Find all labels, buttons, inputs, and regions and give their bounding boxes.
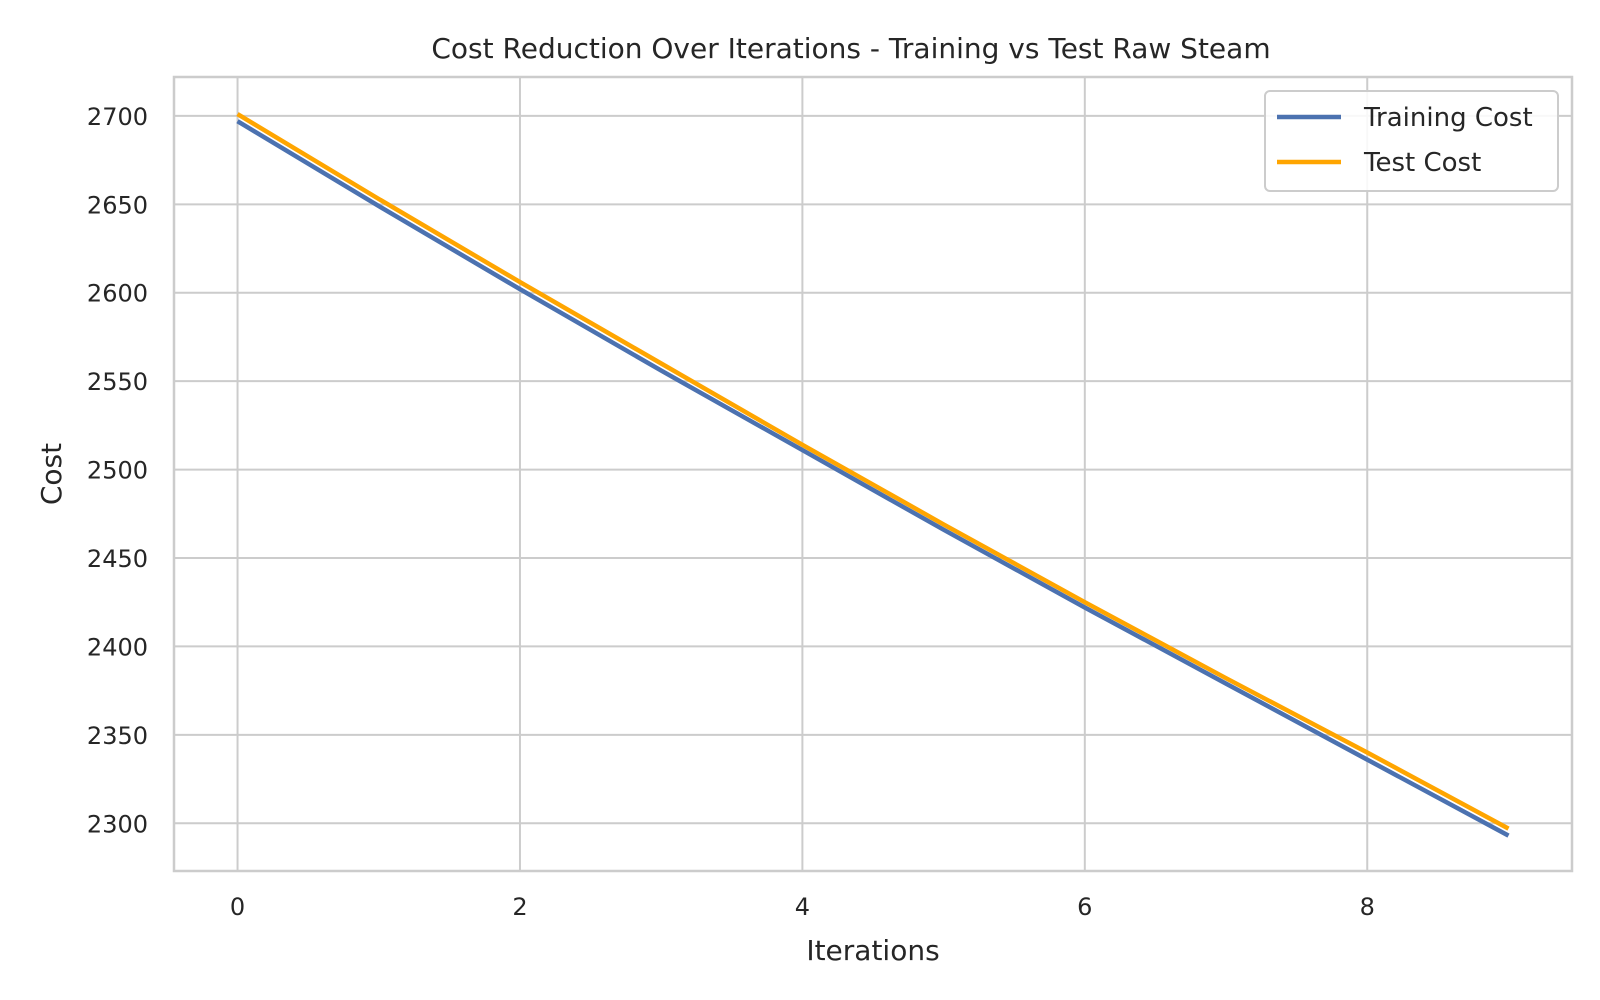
y-tick-label: 2550 xyxy=(87,368,148,396)
plot-frame xyxy=(172,75,1574,873)
legend-label: Training Cost xyxy=(1363,103,1533,133)
x-tick-labels: 0 2 4 6 8 xyxy=(230,893,1375,921)
y-tick-label: 2300 xyxy=(87,810,148,838)
x-tick-label: 8 xyxy=(1360,893,1375,921)
legend-label: Test Cost xyxy=(1363,148,1481,178)
chart-title: Cost Reduction Over Iterations - Trainin… xyxy=(431,32,1270,65)
y-tick-label: 2650 xyxy=(87,191,148,219)
y-tick-label: 2500 xyxy=(87,457,148,485)
x-axis-label: Iterations xyxy=(806,934,939,967)
series-line-training-cost xyxy=(236,119,1510,838)
y-tick-label: 2600 xyxy=(87,280,148,308)
x-tick-label: 0 xyxy=(230,893,245,921)
y-tick-label: 2700 xyxy=(87,103,148,131)
y-tick-label: 2400 xyxy=(87,633,148,661)
y-tick-label: 2450 xyxy=(87,545,148,573)
x-tick-label: 2 xyxy=(512,893,527,921)
y-tick-labels: 2300 2350 2400 2450 2500 2550 2600 2650 2700 xyxy=(87,103,148,838)
x-tick-label: 6 xyxy=(1077,893,1092,921)
x-tick-label: 4 xyxy=(795,893,810,921)
series-line-test-cost xyxy=(236,112,1510,831)
legend: Training Cost Test Cost xyxy=(1264,90,1559,192)
series-lines xyxy=(236,112,1510,838)
y-axis-label: Cost xyxy=(35,443,68,505)
y-tick-label: 2350 xyxy=(87,722,148,750)
